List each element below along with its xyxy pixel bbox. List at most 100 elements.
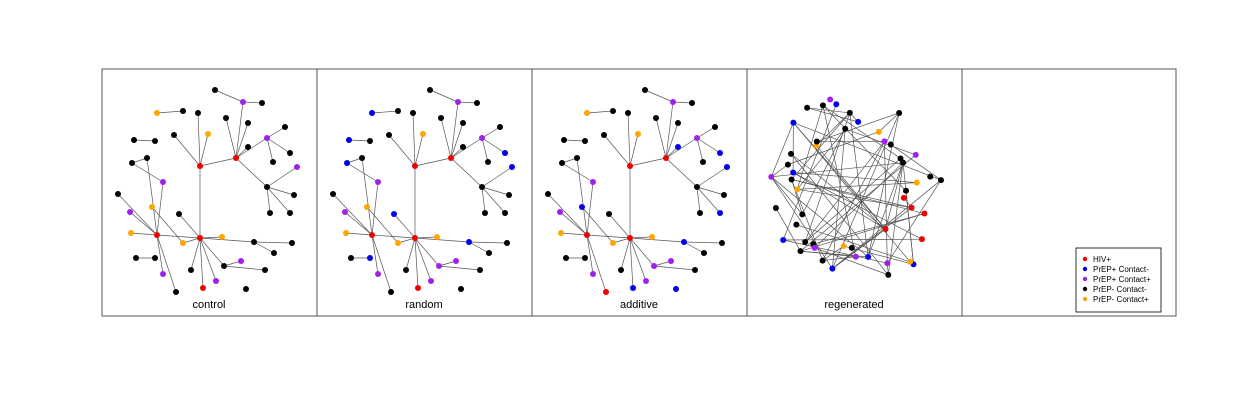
node-prep-pos-contact-neg xyxy=(630,285,636,291)
network-edge xyxy=(429,89,459,103)
node-hiv-positive xyxy=(197,235,203,241)
node-prep-neg-contact-neg xyxy=(410,110,416,116)
network-edge xyxy=(672,101,693,104)
network-edge xyxy=(813,213,925,245)
network-edge xyxy=(214,89,244,103)
node-hiv-positive xyxy=(415,285,421,291)
network-edge xyxy=(822,141,885,261)
node-prep-pos-contact-neg xyxy=(780,236,787,243)
network-edge xyxy=(807,107,859,123)
node-prep-neg-contact-neg xyxy=(271,250,277,256)
network-edge xyxy=(156,181,164,236)
network-edge xyxy=(796,105,824,190)
node-hiv-positive xyxy=(154,232,160,238)
node-prep-pos-contact-neg xyxy=(790,119,797,126)
network-edge xyxy=(235,157,268,188)
network-edge xyxy=(791,179,823,261)
network-edge xyxy=(361,157,373,236)
network-edge xyxy=(771,176,869,258)
network-edge xyxy=(199,236,223,239)
node-prep-pos-contact-pos xyxy=(238,258,244,264)
node-prep-neg-contact-neg xyxy=(262,267,268,273)
network-edge xyxy=(346,162,379,183)
network-edge xyxy=(807,107,850,114)
node-prep-pos-contact-neg xyxy=(724,164,730,170)
network-edge xyxy=(235,101,244,159)
network-edge xyxy=(266,126,286,139)
node-prep-neg-contact-neg xyxy=(719,240,725,246)
network-panel-regenerated: regenerated xyxy=(768,96,945,311)
network-edge xyxy=(235,122,249,159)
panel-title-regenerated: regenerated xyxy=(824,299,883,311)
node-prep-pos-contact-pos xyxy=(160,179,166,185)
edge-layer xyxy=(117,89,298,293)
node-prep-neg-contact-neg xyxy=(885,271,892,278)
network-edge xyxy=(561,162,594,183)
node-prep-neg-contact-neg xyxy=(212,87,218,93)
network-edge xyxy=(199,157,237,167)
node-prep-pos-contact-pos xyxy=(479,135,485,141)
node-prep-neg-contact-neg xyxy=(264,184,270,190)
network-edge xyxy=(629,237,655,267)
node-prep-neg-contact-neg xyxy=(251,239,257,245)
node-prep-pos-contact-pos xyxy=(453,258,459,264)
node-prep-pos-contact-neg xyxy=(865,253,872,260)
network-edge xyxy=(887,179,942,264)
node-prep-neg-contact-neg xyxy=(788,150,795,157)
network-edge xyxy=(629,237,634,289)
node-prep-pos-contact-neg xyxy=(346,137,352,143)
node-prep-neg-contact-neg xyxy=(245,120,251,126)
node-layer xyxy=(768,96,945,278)
node-prep-neg-contact-pos xyxy=(635,131,641,137)
network-edge xyxy=(696,186,721,214)
network-edge xyxy=(414,157,452,167)
network-edge xyxy=(832,128,846,269)
node-prep-neg-contact-neg xyxy=(842,125,849,132)
network-edge xyxy=(345,232,373,236)
network-edge xyxy=(804,158,901,243)
node-prep-neg-contact-pos xyxy=(364,204,370,210)
network-panel-random: random xyxy=(330,87,515,311)
node-prep-neg-contact-neg xyxy=(287,210,293,216)
network-edge xyxy=(822,256,856,261)
network-edge xyxy=(792,172,886,230)
node-prep-pos-contact-pos xyxy=(768,173,775,180)
node-prep-neg-contact-neg xyxy=(497,124,503,130)
node-prep-neg-contact-neg xyxy=(653,115,659,121)
node-hiv-positive xyxy=(882,226,889,233)
network-edge xyxy=(885,162,904,230)
network-edge xyxy=(655,117,667,159)
node-prep-neg-contact-neg xyxy=(388,289,394,295)
legend-label: HIV+ xyxy=(1093,255,1111,264)
node-prep-neg-contact-neg xyxy=(291,192,297,198)
network-edge xyxy=(797,182,917,190)
node-prep-pos-contact-neg xyxy=(855,118,862,125)
network-edge xyxy=(586,234,631,239)
network-edge xyxy=(843,245,914,265)
node-prep-neg-contact-neg xyxy=(289,240,295,246)
network-edge xyxy=(266,186,291,214)
node-prep-neg-contact-neg xyxy=(485,159,491,165)
network-edge xyxy=(814,247,889,276)
network-edge xyxy=(414,237,419,289)
node-hiv-positive xyxy=(412,235,418,241)
node-layer xyxy=(115,87,300,295)
network-edge xyxy=(151,206,184,244)
node-prep-neg-contact-neg xyxy=(477,267,483,273)
panel-title-additive: additive xyxy=(620,299,658,311)
node-prep-neg-contact-neg xyxy=(287,150,293,156)
network-edge xyxy=(199,133,209,167)
node-prep-pos-contact-neg xyxy=(829,265,836,272)
node-prep-neg-contact-pos xyxy=(913,179,920,186)
node-prep-neg-contact-neg xyxy=(131,137,137,143)
node-hiv-positive xyxy=(412,163,418,169)
network-edge xyxy=(253,241,275,254)
node-prep-neg-contact-neg xyxy=(506,192,512,198)
node-prep-neg-contact-neg xyxy=(582,138,588,144)
node-hiv-positive xyxy=(197,163,203,169)
network-edge xyxy=(683,241,723,244)
node-prep-neg-contact-neg xyxy=(133,255,139,261)
network-edge xyxy=(481,137,489,163)
node-prep-neg-contact-pos xyxy=(219,234,225,240)
node-prep-pos-contact-pos xyxy=(557,209,563,215)
